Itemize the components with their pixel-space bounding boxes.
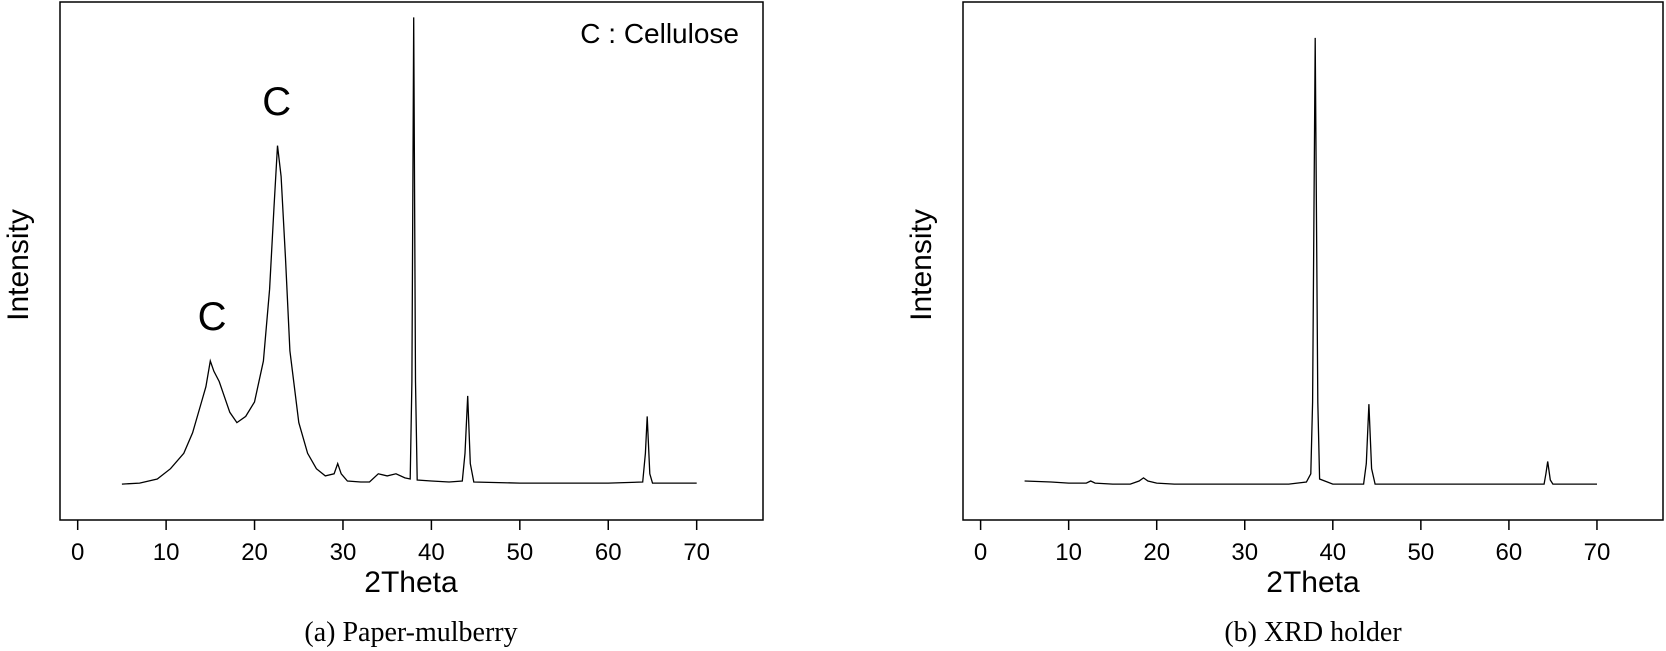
x-tick-label: 40 — [418, 539, 445, 566]
panel-paper-mulberry: 0 10 20 30 40 50 60 70 Intensity 2Theta (a) Pap… — [2, 1, 764, 648]
x-tick-label: 30 — [1231, 539, 1258, 566]
x-tick-label: 60 — [595, 539, 622, 566]
x-tick-label: 50 — [506, 539, 533, 566]
x-tick-label: 40 — [1319, 539, 1346, 566]
x-axis-label: 2Theta — [1266, 566, 1360, 599]
x-tick-label: 20 — [1143, 539, 1170, 566]
x-axis-ticks: 0 10 20 30 40 50 60 70 — [71, 520, 710, 566]
x-axis-ticks: 0 10 20 30 40 50 60 70 — [974, 520, 1610, 566]
x-tick-label: 70 — [683, 539, 710, 566]
panel-caption: (a) Paper-mulberry — [304, 617, 517, 648]
panel-xrd-holder: 0 10 20 30 40 50 60 70 Intensity 2Theta (b) XRD… — [905, 1, 1664, 648]
plot-frame — [59, 1, 764, 521]
x-tick-label: 30 — [330, 539, 357, 566]
x-tick-label: 60 — [1496, 539, 1523, 566]
x-tick-label: 50 — [1408, 539, 1435, 566]
peak-annotation: C — [198, 295, 227, 339]
peak-annotation: C — [262, 80, 291, 124]
panel-caption: (b) XRD holder — [1224, 617, 1402, 648]
x-tick-label: 10 — [153, 539, 180, 566]
x-tick-label: 0 — [71, 539, 84, 566]
xrd-pattern-line — [1024, 37, 1597, 485]
legend-text: C : Cellulose — [580, 18, 739, 49]
x-tick-label: 10 — [1055, 539, 1082, 566]
x-tick-label: 20 — [241, 539, 268, 566]
plot-frame — [962, 1, 1664, 521]
x-tick-label: 0 — [974, 539, 987, 566]
x-axis-label: 2Theta — [364, 566, 458, 599]
y-axis-label: Intensity — [2, 209, 35, 321]
y-axis-label: Intensity — [905, 209, 938, 321]
x-tick-label: 70 — [1584, 539, 1611, 566]
xrd-pattern-line — [121, 17, 697, 485]
